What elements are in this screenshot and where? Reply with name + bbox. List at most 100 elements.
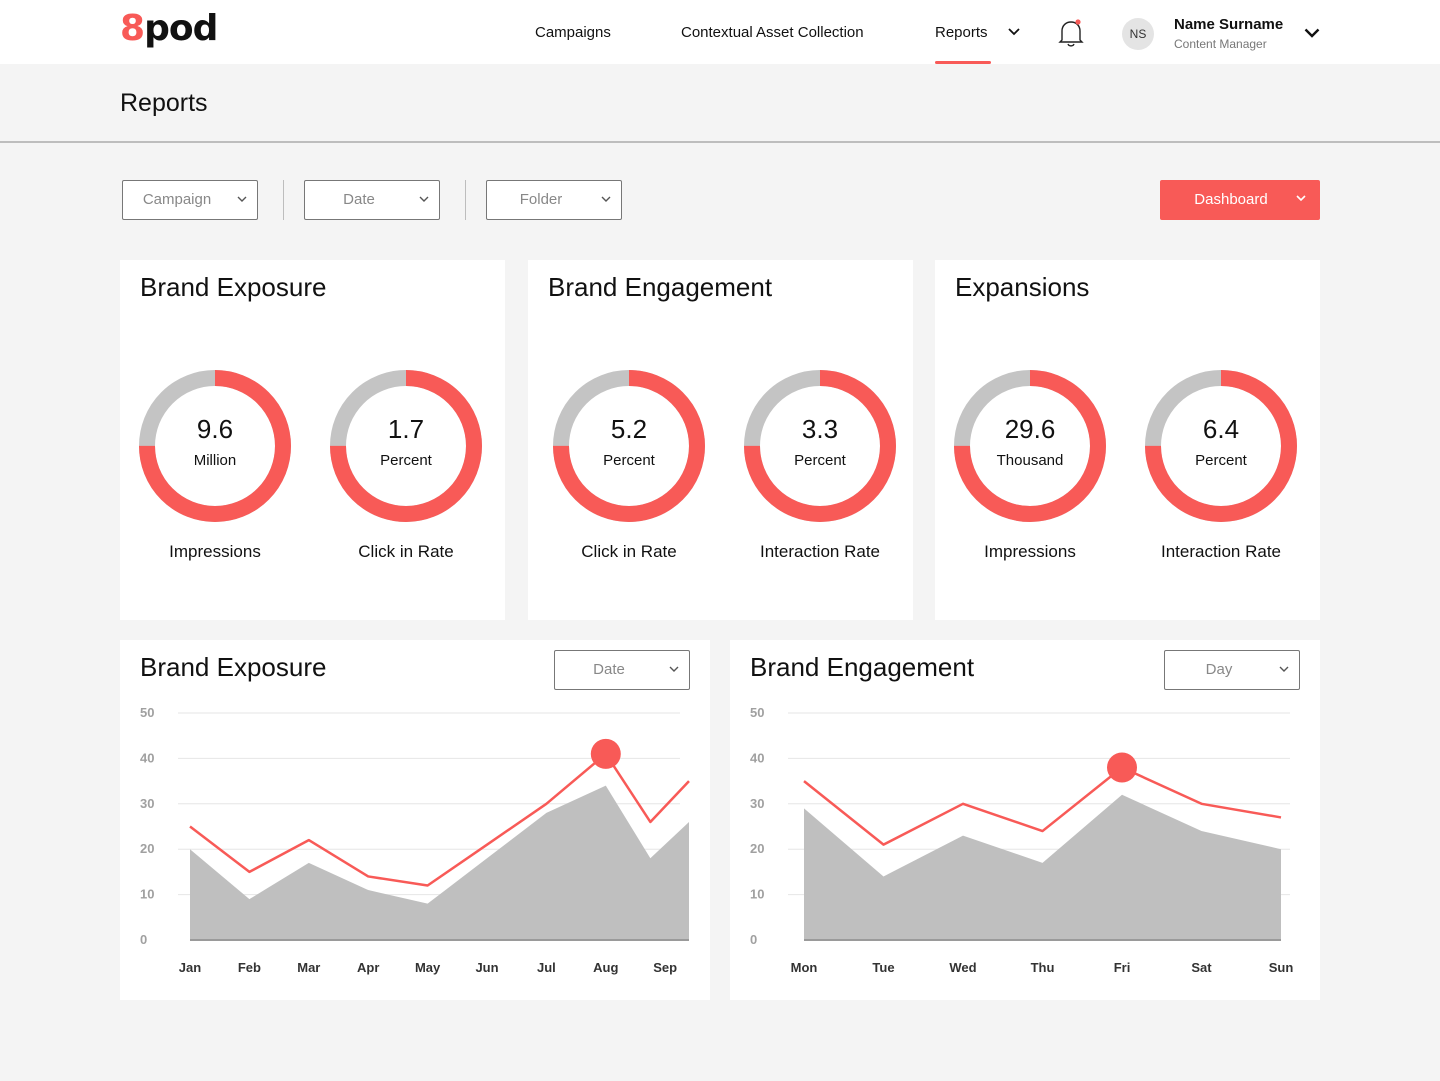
brand-logo[interactable]: 8pod bbox=[120, 8, 218, 49]
y-tick-label: 20 bbox=[750, 841, 764, 856]
filter-divider bbox=[283, 180, 284, 220]
x-tick-label: Sep bbox=[653, 960, 677, 975]
kpi-card-brand-exposure: Brand Exposure 9.6 Million Impressions 1… bbox=[120, 260, 505, 620]
x-tick-label: Wed bbox=[949, 960, 976, 975]
donut-fill bbox=[139, 370, 291, 522]
metric-unit: Percent bbox=[1195, 452, 1247, 469]
x-tick-label: Fri bbox=[1114, 960, 1131, 975]
nav-campaigns[interactable]: Campaigns bbox=[535, 24, 611, 41]
nav-contextual-asset-collection[interactable]: Contextual Asset Collection bbox=[681, 24, 864, 41]
y-tick-label: 0 bbox=[140, 932, 147, 947]
metric-caption: Impressions bbox=[984, 542, 1076, 561]
active-nav-indicator bbox=[935, 61, 991, 64]
metric-value: 3.3 bbox=[801, 414, 839, 444]
y-tick-label: 10 bbox=[140, 887, 154, 902]
date-select[interactable]: Date bbox=[304, 180, 440, 220]
line-series bbox=[189, 752, 690, 887]
engagement-day-select-label: Day bbox=[1205, 661, 1233, 678]
x-tick-label: May bbox=[415, 960, 441, 975]
reports-chevron-down-icon[interactable] bbox=[1008, 28, 1020, 36]
x-tick-label: Apr bbox=[357, 960, 379, 975]
donut-gauge: 5.2 Percent bbox=[553, 370, 705, 522]
page-title-band bbox=[0, 64, 1440, 143]
folder-select-label: Folder bbox=[519, 191, 563, 208]
metric-value: 29.6 bbox=[1004, 414, 1056, 444]
donut-gauge: 6.4 Percent bbox=[1145, 370, 1297, 522]
x-tick-label: Mon bbox=[791, 960, 818, 975]
avatar[interactable]: NS bbox=[1122, 18, 1154, 50]
dashboard-view-label: Dashboard bbox=[1194, 191, 1268, 208]
exposure-date-select[interactable]: Date bbox=[554, 650, 690, 690]
card-title: Brand Exposure bbox=[140, 272, 327, 302]
y-tick-label: 30 bbox=[140, 796, 154, 811]
x-tick-label: Sun bbox=[1269, 960, 1294, 975]
card-title: Expansions bbox=[955, 272, 1090, 302]
donut-fill bbox=[954, 370, 1106, 522]
chevron-down-icon bbox=[1279, 666, 1289, 672]
donut-fill bbox=[1145, 370, 1297, 522]
metric-unit: Percent bbox=[380, 452, 432, 469]
x-tick-label: Mar bbox=[297, 960, 320, 975]
metric-value: 1.7 bbox=[387, 414, 425, 444]
notification-bell-icon[interactable] bbox=[1058, 18, 1084, 48]
donut-gauge: 9.6 Million bbox=[139, 370, 291, 522]
y-tick-label: 30 bbox=[750, 796, 764, 811]
page-title: Reports bbox=[120, 89, 208, 117]
x-tick-label: Aug bbox=[593, 960, 618, 975]
metric-unit: Percent bbox=[794, 452, 846, 469]
donut-gauge: 1.7 Percent bbox=[330, 370, 482, 522]
logo-pod: pod bbox=[144, 8, 218, 49]
y-tick-label: 0 bbox=[750, 932, 757, 947]
chevron-down-icon bbox=[601, 196, 611, 202]
engagement-day-select[interactable]: Day bbox=[1164, 650, 1300, 690]
metric-unit: Thousand bbox=[996, 452, 1064, 469]
top-navigation-bar: 8pod Campaigns Contextual Asset Collecti… bbox=[0, 0, 1440, 64]
chart-title: Brand Engagement bbox=[750, 652, 975, 682]
metric-caption: Click in Rate bbox=[581, 542, 677, 561]
user-role: Content Manager bbox=[1174, 37, 1267, 51]
y-tick-label: 10 bbox=[750, 887, 764, 902]
chevron-down-icon bbox=[669, 666, 679, 672]
logo-eight: 8 bbox=[120, 8, 145, 49]
donut-fill bbox=[553, 370, 705, 522]
campaign-select[interactable]: Campaign bbox=[122, 180, 258, 220]
donut-gauge: 3.3 Percent bbox=[744, 370, 896, 522]
donut-gauge: 29.6 Thousand bbox=[954, 370, 1106, 522]
chevron-down-icon bbox=[419, 196, 429, 202]
kpi-card-expansions: Expansions 29.6 Thousand Impressions 6.4… bbox=[935, 260, 1320, 620]
x-tick-label: Jun bbox=[475, 960, 498, 975]
x-tick-label: Jan bbox=[179, 960, 201, 975]
chart-card-brand-engagement: Brand Engagement Day 0 10 20 30 40 50 Mon Tue We… bbox=[730, 640, 1320, 1000]
y-tick-label: 40 bbox=[140, 750, 154, 765]
user-menu-chevron-down-icon[interactable] bbox=[1304, 28, 1320, 38]
kpi-card-brand-engagement: Brand Engagement 5.2 Percent Click in Ra… bbox=[528, 260, 913, 620]
brand-exposure-area-chart: 0 10 20 30 40 50 Jan Feb Mar Apr May Jun Jul Aug Sep bbox=[140, 705, 690, 975]
metric-unit: Million bbox=[193, 452, 237, 469]
metric-caption: Interaction Rate bbox=[1160, 542, 1281, 561]
x-tick-label: Jul bbox=[537, 960, 556, 975]
metric-value: 6.4 bbox=[1202, 414, 1240, 444]
date-select-label: Date bbox=[343, 191, 375, 208]
card-title: Brand Engagement bbox=[548, 272, 773, 302]
chevron-down-icon bbox=[237, 196, 247, 202]
user-name: Name Surname bbox=[1174, 16, 1284, 33]
dashboard-view-select[interactable]: Dashboard bbox=[1160, 180, 1320, 220]
metric-caption: Impressions bbox=[169, 542, 261, 561]
area-series bbox=[190, 785, 689, 940]
exposure-date-select-label: Date bbox=[593, 661, 625, 678]
metric-caption: Interaction Rate bbox=[759, 542, 880, 561]
donut-fill bbox=[744, 370, 896, 522]
y-tick-label: 40 bbox=[750, 750, 764, 765]
x-tick-label: Feb bbox=[238, 960, 261, 975]
area-series bbox=[804, 794, 1281, 940]
y-tick-label: 50 bbox=[750, 705, 764, 720]
nav-reports[interactable]: Reports bbox=[935, 24, 988, 41]
x-tick-label: Thu bbox=[1031, 960, 1055, 975]
metric-value: 5.2 bbox=[610, 414, 648, 444]
chevron-down-icon bbox=[1296, 195, 1306, 202]
x-tick-label: Sat bbox=[1191, 960, 1212, 975]
folder-select[interactable]: Folder bbox=[486, 180, 622, 220]
x-tick-label: Tue bbox=[872, 960, 894, 975]
highlight-point bbox=[590, 738, 621, 769]
chart-title: Brand Exposure bbox=[140, 652, 327, 682]
